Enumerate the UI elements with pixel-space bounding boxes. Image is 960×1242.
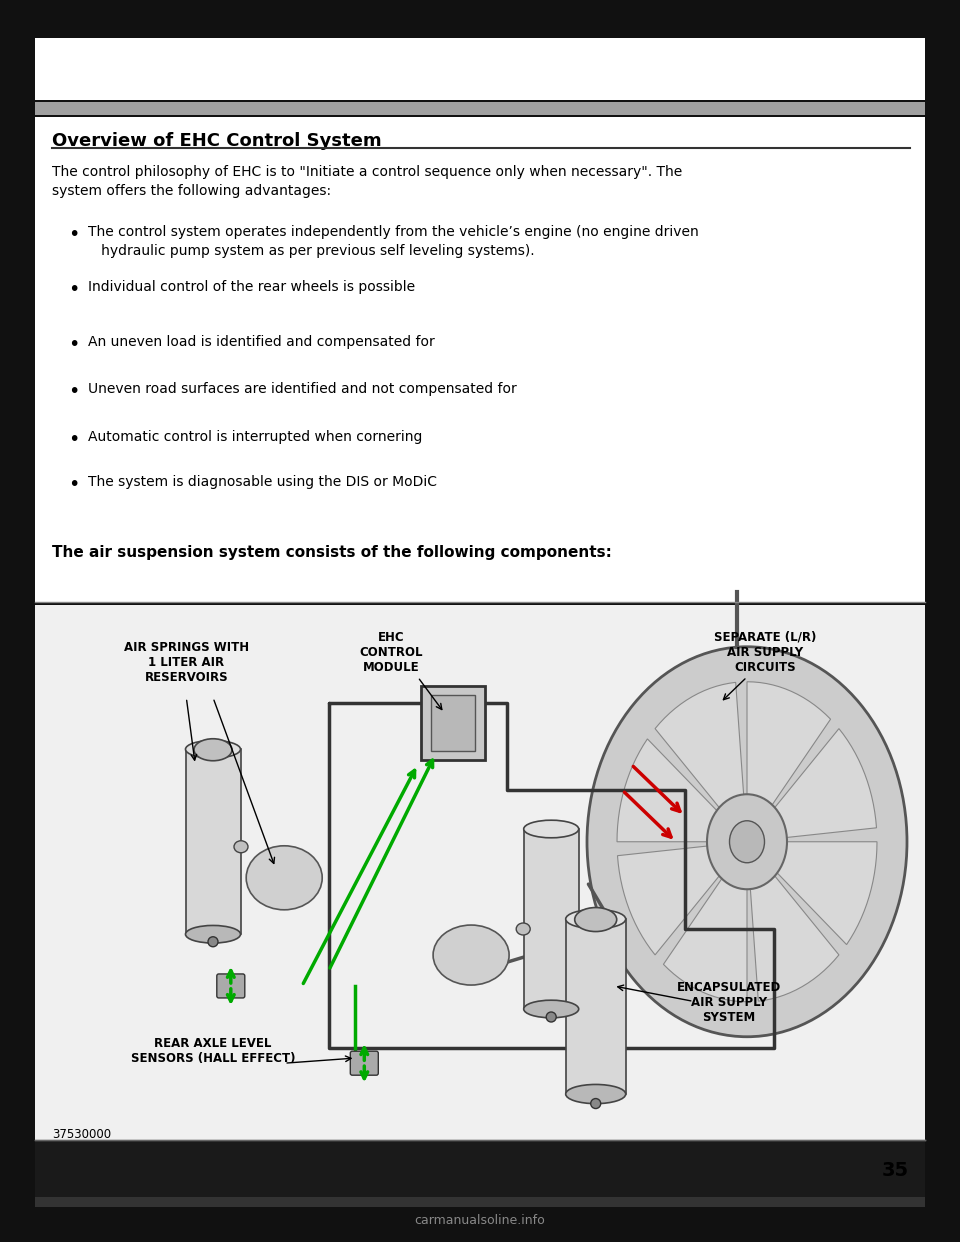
Text: •: • bbox=[68, 225, 80, 243]
Text: carmanualsoline.info: carmanualsoline.info bbox=[415, 1213, 545, 1227]
Bar bbox=[35, 605, 925, 1140]
Ellipse shape bbox=[565, 1084, 626, 1104]
Text: Automatic control is interrupted when cornering: Automatic control is interrupted when co… bbox=[88, 430, 422, 443]
Ellipse shape bbox=[546, 1012, 556, 1022]
Ellipse shape bbox=[575, 908, 616, 932]
Ellipse shape bbox=[730, 821, 764, 863]
Ellipse shape bbox=[185, 740, 241, 758]
Bar bbox=[35, 39, 925, 101]
Polygon shape bbox=[655, 682, 747, 842]
Polygon shape bbox=[747, 842, 877, 945]
Text: •: • bbox=[68, 383, 80, 401]
Bar bbox=[35, 1141, 925, 1197]
Ellipse shape bbox=[524, 1000, 579, 1017]
Ellipse shape bbox=[565, 909, 626, 929]
Ellipse shape bbox=[433, 925, 509, 985]
Text: SEPARATE (L/R)
AIR SUPPLY
CIRCUITS: SEPARATE (L/R) AIR SUPPLY CIRCUITS bbox=[713, 631, 816, 673]
Text: REAR AXLE LEVEL
SENSORS (HALL EFFECT): REAR AXLE LEVEL SENSORS (HALL EFFECT) bbox=[131, 1037, 296, 1066]
Polygon shape bbox=[663, 842, 747, 1002]
Bar bbox=[35, 102, 925, 116]
Text: •: • bbox=[68, 335, 80, 354]
Polygon shape bbox=[747, 842, 839, 1001]
Text: Uneven road surfaces are identified and not compensated for: Uneven road surfaces are identified and … bbox=[88, 383, 516, 396]
Polygon shape bbox=[747, 729, 876, 842]
Text: ENCAPSULATED
AIR SUPPLY
SYSTEM: ENCAPSULATED AIR SUPPLY SYSTEM bbox=[677, 981, 781, 1023]
Ellipse shape bbox=[524, 820, 579, 838]
Polygon shape bbox=[747, 682, 830, 842]
Text: The air suspension system consists of the following components:: The air suspension system consists of th… bbox=[52, 545, 612, 560]
Text: •: • bbox=[68, 474, 80, 494]
Text: EHC
CONTROL
MODULE: EHC CONTROL MODULE bbox=[359, 631, 422, 673]
Bar bbox=[35, 1197, 925, 1207]
Bar bbox=[565, 919, 626, 1094]
Ellipse shape bbox=[587, 647, 907, 1037]
Bar bbox=[185, 749, 241, 934]
Ellipse shape bbox=[194, 739, 232, 761]
FancyBboxPatch shape bbox=[217, 974, 245, 999]
Text: •: • bbox=[68, 430, 80, 450]
Text: The control philosophy of EHC is to "Initiate a control sequence only when neces: The control philosophy of EHC is to "Ini… bbox=[52, 165, 683, 199]
Ellipse shape bbox=[590, 1099, 601, 1109]
Bar bbox=[431, 696, 475, 751]
Polygon shape bbox=[617, 842, 747, 955]
Text: 37530000: 37530000 bbox=[52, 1128, 111, 1141]
Text: The system is diagnosable using the DIS or MoDiC: The system is diagnosable using the DIS … bbox=[88, 474, 437, 489]
Bar bbox=[524, 828, 579, 1009]
Text: AIR SPRINGS WITH
1 LITER AIR
RESERVOIRS: AIR SPRINGS WITH 1 LITER AIR RESERVOIRS bbox=[124, 641, 249, 684]
Ellipse shape bbox=[516, 923, 530, 935]
Text: •: • bbox=[68, 279, 80, 299]
Ellipse shape bbox=[185, 925, 241, 943]
Ellipse shape bbox=[246, 846, 323, 910]
FancyBboxPatch shape bbox=[421, 687, 486, 760]
Ellipse shape bbox=[208, 936, 218, 946]
Text: Overview of EHC Control System: Overview of EHC Control System bbox=[52, 132, 382, 150]
Text: Individual control of the rear wheels is possible: Individual control of the rear wheels is… bbox=[88, 279, 415, 294]
Text: An uneven load is identified and compensated for: An uneven load is identified and compens… bbox=[88, 335, 435, 349]
Text: The control system operates independently from the vehicle’s engine (no engine d: The control system operates independentl… bbox=[88, 225, 699, 258]
Ellipse shape bbox=[707, 794, 787, 889]
Bar bbox=[35, 117, 925, 602]
FancyBboxPatch shape bbox=[350, 1051, 378, 1076]
Text: 35: 35 bbox=[881, 1160, 908, 1180]
Polygon shape bbox=[617, 739, 747, 842]
Ellipse shape bbox=[234, 841, 248, 853]
